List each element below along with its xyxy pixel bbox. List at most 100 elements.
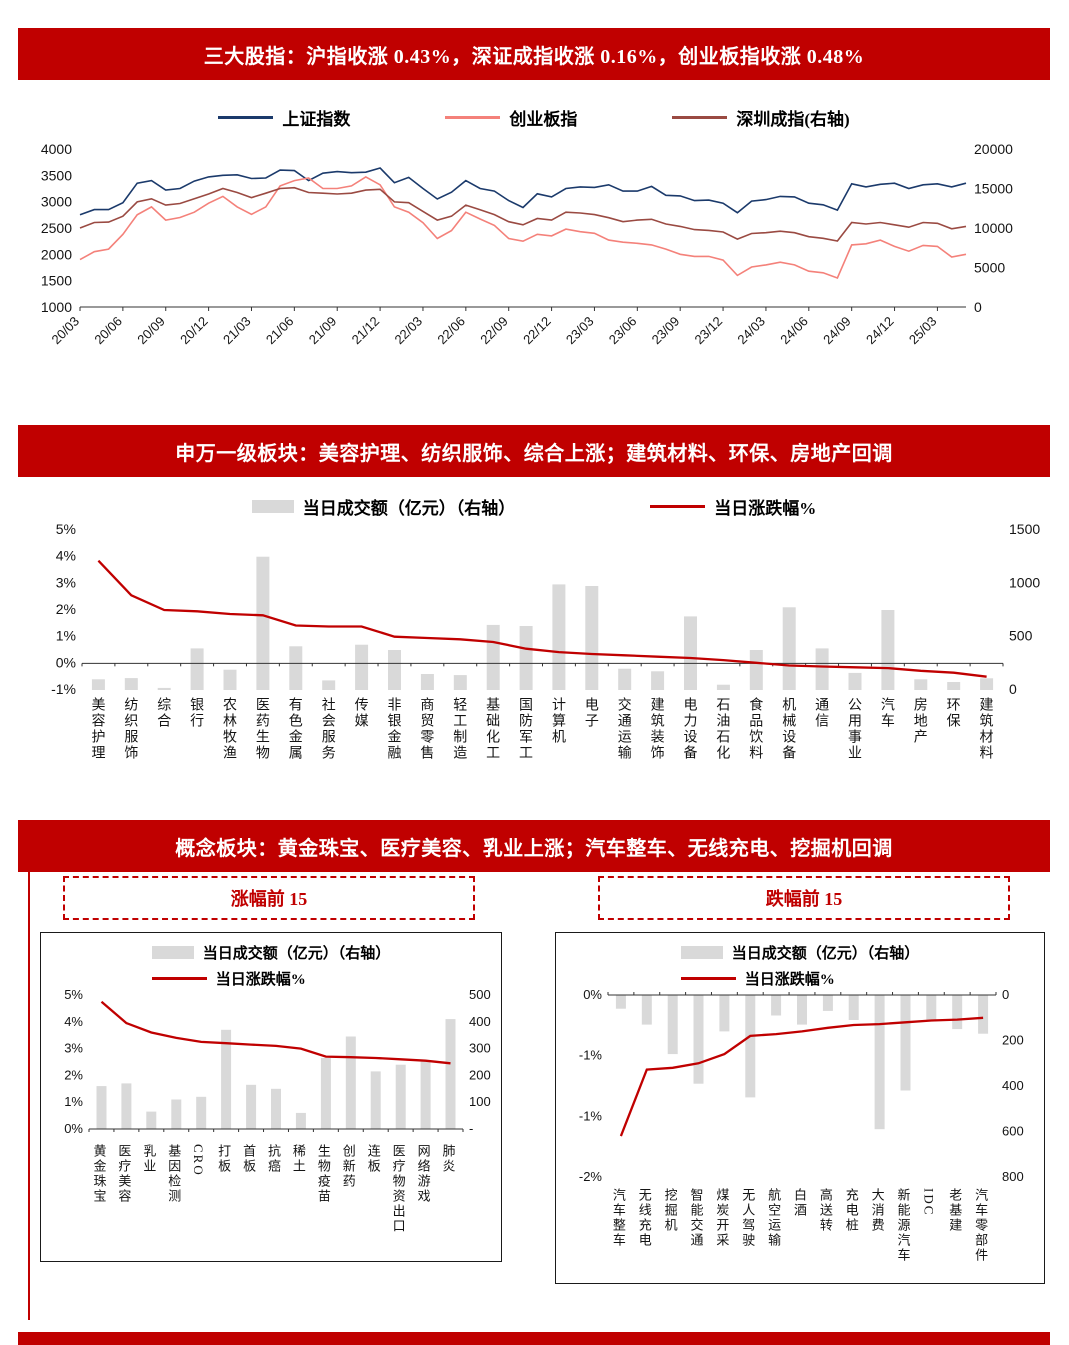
volume-bar — [719, 995, 730, 1032]
legend-entry-shanghai: 上证指数 — [218, 105, 350, 130]
volume-bar — [289, 646, 303, 690]
volume-bar — [651, 671, 665, 690]
category-label: IDC — [921, 1188, 937, 1217]
volume-bar — [618, 668, 632, 690]
category-label: 轻工制造 — [451, 697, 467, 761]
category-label: 打板 — [216, 1144, 232, 1174]
volume-bar — [486, 624, 500, 690]
category-label: 电子 — [582, 697, 598, 729]
x-axis-tick: 20/09 — [134, 314, 168, 348]
legend-label-chinext: 创业板指 — [509, 109, 578, 129]
volume-bar — [848, 672, 862, 690]
category-label: 汽车整车 — [610, 1188, 626, 1248]
x-axis-tick: 23/12 — [692, 314, 726, 348]
category-label: 建筑材料 — [977, 697, 993, 761]
volume-bar — [693, 995, 704, 1084]
category-label: 通信 — [813, 697, 829, 729]
shenzhen-line-swatch — [672, 115, 728, 119]
losers-panel-title: 跌幅前 15 — [598, 876, 1010, 920]
category-label: 环保 — [944, 697, 960, 729]
volume-bar — [370, 1071, 381, 1129]
left-axis-tick: 1% — [64, 1094, 83, 1109]
volume-bar — [797, 995, 807, 1025]
volume-bar-swatch — [151, 946, 194, 959]
gainers-legend: 当日成交额（亿元）（右轴） 当日涨跌幅% — [151, 933, 390, 989]
x-axis-tick: 20/12 — [177, 314, 211, 348]
category-label: 乳业 — [141, 1144, 157, 1174]
right-axis-tick: 500 — [469, 989, 491, 1002]
right-axis-tick: 200 — [1002, 1033, 1024, 1048]
volume-bar — [121, 1083, 132, 1129]
category-label: 交通运输 — [615, 697, 631, 761]
right-axis-tick: 100 — [469, 1094, 491, 1109]
volume-bar — [124, 678, 138, 690]
category-label: 稀土 — [290, 1144, 306, 1174]
volume-bar — [190, 648, 204, 690]
category-label: 抗癌 — [266, 1144, 281, 1174]
category-label: 农林牧渔 — [221, 697, 237, 761]
left-axis-tick: 2% — [56, 601, 76, 617]
left-axis-tick: 0% — [64, 1121, 83, 1136]
category-label: 汽车零部件 — [973, 1188, 989, 1263]
right-axis-tick: 800 — [1002, 1169, 1024, 1184]
volume-bar — [420, 1060, 431, 1129]
left-axis-tick: 3500 — [41, 167, 72, 183]
left-axis-tick: 2000 — [41, 246, 72, 262]
category-label: 银行 — [188, 697, 204, 729]
volume-bar — [585, 586, 599, 690]
legend-entry-volume: 当日成交额（亿元）（右轴） — [251, 494, 515, 519]
legend-label-shenzhen: 深圳成指(右轴) — [736, 109, 850, 129]
category-label: 房地产 — [911, 697, 927, 745]
right-axis-tick: 600 — [1002, 1124, 1024, 1139]
volume-bar — [146, 1111, 157, 1129]
volume-bar — [395, 1064, 406, 1129]
banner-market-indices: 三大股指：沪指收涨 0.43%，深证成指收涨 0.16%，创业板指收涨 0.48… — [18, 28, 1050, 80]
legend-entry-volume: 当日成交额（亿元）（右轴） — [680, 942, 920, 963]
x-axis-tick: 22/12 — [520, 314, 554, 348]
volume-bar — [978, 995, 989, 1034]
legend-label-shanghai: 上证指数 — [282, 109, 351, 129]
right-axis-tick: 15000 — [974, 181, 1013, 197]
legend-label-pct: 当日涨跌幅% — [215, 972, 306, 988]
x-axis-tick: 20/03 — [49, 314, 83, 348]
legend-entry-chinext: 创业板指 — [445, 105, 577, 130]
left-axis-tick: 3% — [64, 1041, 83, 1056]
left-axis-tick: 4000 — [41, 141, 72, 157]
left-axis-tick: -1% — [51, 681, 76, 694]
losers-legend: 当日成交额（亿元）（右轴） 当日涨跌幅% — [680, 933, 920, 989]
category-label: 白酒 — [792, 1188, 807, 1218]
left-axis-tick: 2500 — [41, 220, 72, 236]
pct-line-swatch — [680, 977, 736, 980]
volume-bar — [322, 680, 336, 690]
sector-chart-plot: 5% 4% 3% 2% 1% 0% -1% 1500 1000 500 0 — [51, 522, 1040, 694]
category-label: 食品饮料 — [747, 697, 763, 761]
volume-bar — [271, 1088, 281, 1129]
right-axis-tick: 400 — [1002, 1078, 1024, 1093]
category-label: 充电桩 — [843, 1188, 859, 1233]
legend-label-volume: 当日成交额（亿元）（右轴） — [731, 946, 920, 962]
x-axis-tick: 20/06 — [91, 314, 125, 348]
category-label: 美容护理 — [89, 697, 105, 761]
index-line-chart: 上证指数 创业板指 深圳成指(右轴) 4000 3500 3000 2500 2000 1… — [18, 95, 1050, 395]
category-label: 大消费 — [869, 1188, 885, 1233]
category-label: 网络游戏 — [415, 1144, 431, 1204]
category-label: 综合 — [155, 697, 171, 729]
category-label: 机械设备 — [780, 697, 796, 761]
x-axis-tick: 24/09 — [820, 314, 854, 348]
left-axis-tick: 5% — [56, 522, 76, 537]
banner-concept-boards: 概念板块：黄金珠宝、医疗美容、乳业上涨；汽车整车、无线充电、挖掘机回调 — [18, 820, 1050, 872]
legend-entry-volume: 当日成交额（亿元）（右轴） — [151, 942, 390, 963]
x-axis-tick: 23/06 — [606, 314, 640, 348]
category-label: 新能源汽车 — [895, 1188, 911, 1263]
volume-bar — [815, 648, 829, 690]
right-axis-tick: - — [469, 1121, 473, 1136]
category-label: 基础化工 — [484, 697, 500, 761]
pct-change-line — [619, 1016, 984, 1137]
volume-bar — [223, 669, 237, 690]
volume-bar — [952, 995, 963, 1030]
banner-sw-sectors: 申万一级板块：美容护理、纺织服饰、综合上涨；建筑材料、环保、房地产回调 — [18, 425, 1050, 477]
volume-bar — [295, 1112, 306, 1129]
index-chart-legend: 上证指数 创业板指 深圳成指(右轴) — [18, 95, 1050, 139]
pct-line-swatch — [650, 504, 706, 508]
right-axis-tick: 10000 — [974, 220, 1013, 236]
